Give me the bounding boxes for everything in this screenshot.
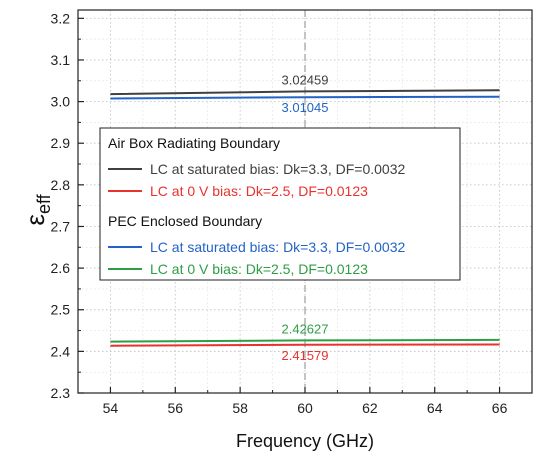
x-tick-label: 54 xyxy=(103,400,119,416)
y-tick-label: 3.2 xyxy=(51,10,71,26)
x-axis-title: Frequency (GHz) xyxy=(236,431,374,451)
y-axis-title-main: ε xyxy=(20,214,50,226)
legend-entry-label: LC at saturated bias: Dk=3.3, DF=0.0032 xyxy=(150,161,405,177)
x-tick-label: 64 xyxy=(427,400,443,416)
annotation-1: 3.02459 xyxy=(282,72,329,87)
y-tick-label: 2.4 xyxy=(51,343,71,359)
series-line-4 xyxy=(110,338,500,343)
y-tick-label: 2.5 xyxy=(51,302,71,318)
y-tick-label: 2.7 xyxy=(51,218,71,234)
legend-entry-label: LC at 0 V bias: Dk=2.5, DF=0.0123 xyxy=(150,261,368,277)
y-tick-label: 3.1 xyxy=(51,52,71,68)
series-line-2 xyxy=(110,343,500,347)
x-tick-label: 56 xyxy=(167,400,183,416)
y-tick-label: 2.9 xyxy=(51,135,71,151)
series-line-1 xyxy=(110,89,500,96)
legend-entry-label: LC at saturated bias: Dk=3.3, DF=0.0032 xyxy=(150,239,405,255)
x-tick-label: 60 xyxy=(297,400,313,416)
y-tick-label: 2.3 xyxy=(51,385,71,401)
annotations: 3.02459 3.01045 2.42627 2.41579 xyxy=(282,72,329,362)
series-line-3 xyxy=(110,95,500,100)
y-tick-label: 2.8 xyxy=(51,177,71,193)
x-tick-label: 62 xyxy=(362,400,378,416)
legend-entry-label: LC at 0 V bias: Dk=2.5, DF=0.0123 xyxy=(150,183,368,199)
y-tick-label: 3.0 xyxy=(51,94,71,110)
x-tick-label: 58 xyxy=(232,400,248,416)
legend-group-title: PEC Enclosed Boundary xyxy=(108,213,262,229)
x-tick-label: 66 xyxy=(492,400,508,416)
legend: Air Box Radiating Boundary LC at saturate… xyxy=(99,127,461,281)
series-group xyxy=(110,89,500,347)
annotation-2: 3.01045 xyxy=(282,100,329,115)
annotation-4: 2.41579 xyxy=(282,348,329,363)
legend-group-title: Air Box Radiating Boundary xyxy=(108,135,280,151)
y-axis-title: εeff xyxy=(20,193,54,225)
y-axis-title-sub: eff xyxy=(34,193,54,214)
y-tick-label: 2.6 xyxy=(51,260,71,276)
legend-box xyxy=(99,127,461,281)
annotation-3: 2.42627 xyxy=(282,321,329,336)
ticks: 54 56 58 60 62 64 66 2.3 2.4 2.5 2.6 2.7 2.8 2.9 3.0 3.… xyxy=(51,10,533,416)
